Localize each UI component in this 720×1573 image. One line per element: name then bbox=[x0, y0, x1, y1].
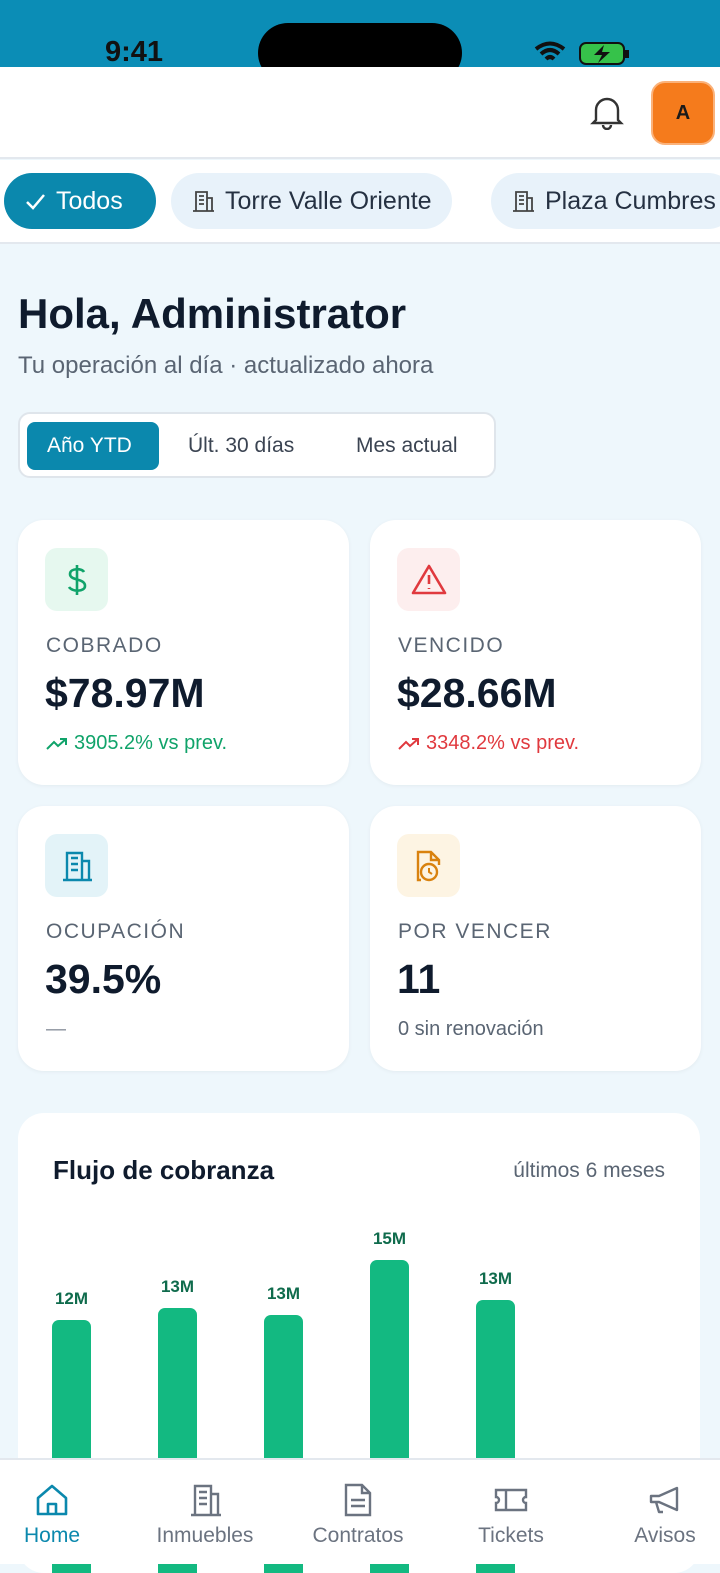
bar-value-label: 15M bbox=[373, 1229, 406, 1248]
bar-value-label: 13M bbox=[267, 1284, 300, 1303]
filter-chip[interactable]: Plaza Cumbres bbox=[491, 173, 720, 229]
filter-bar: Todos Torre Valle Oriente Plaza Cumbres bbox=[0, 160, 720, 244]
check-icon bbox=[26, 194, 45, 210]
kpi-note: 0 sin renovación bbox=[398, 1018, 544, 1041]
filter-label: Todos bbox=[56, 186, 123, 215]
nav-label: Home bbox=[23, 1524, 81, 1547]
kpi-icon bbox=[397, 834, 460, 897]
kpi-icon bbox=[45, 548, 108, 611]
chart-title: Flujo de cobranza bbox=[53, 1155, 275, 1185]
kpi-note: 3905.2% vs prev. bbox=[46, 732, 227, 755]
kpi-label: VENCIDO bbox=[398, 634, 505, 657]
nav-item[interactable]: Inmuebles bbox=[133, 1482, 277, 1548]
kpi-note-text: 0 sin renovación bbox=[398, 1018, 544, 1040]
period-selector: Año YTD Últ. 30 días Mes actual bbox=[18, 412, 496, 478]
period-option[interactable]: Año YTD bbox=[27, 422, 159, 470]
chart-subtitle: últimos 6 meses bbox=[513, 1159, 665, 1182]
building-icon bbox=[193, 191, 214, 212]
bar-value-label: 13M bbox=[479, 1269, 512, 1288]
nav-label: Contratos bbox=[312, 1524, 404, 1547]
kpi-card[interactable]: COBRADO $78.97M 3905.2% vs prev. bbox=[18, 520, 349, 785]
kpi-card[interactable]: OCUPACIÓN 39.5% — bbox=[18, 806, 349, 1071]
kpi-card[interactable]: POR VENCER 11 0 sin renovación bbox=[370, 806, 701, 1071]
nav-label: Tickets bbox=[478, 1524, 544, 1547]
period-option[interactable]: Últ. 30 días bbox=[188, 434, 295, 457]
kpi-icon bbox=[397, 548, 460, 611]
kpi-label: POR VENCER bbox=[398, 920, 552, 943]
kpi-note-text: 3348.2% vs prev. bbox=[426, 732, 580, 754]
nav-item[interactable]: Contratos bbox=[286, 1482, 430, 1548]
kpi-label: OCUPACIÓN bbox=[46, 920, 186, 943]
nav-item[interactable]: Home bbox=[0, 1482, 124, 1548]
building-icon bbox=[513, 191, 534, 212]
kpi-label: COBRADO bbox=[46, 634, 163, 657]
nav-label: Avisos bbox=[634, 1524, 696, 1547]
kpi-note-text: 3905.2% vs prev. bbox=[74, 732, 228, 754]
nav-label: Inmuebles bbox=[156, 1524, 254, 1547]
bar-value-label: 12M bbox=[55, 1289, 88, 1308]
kpi-value: 11 bbox=[397, 956, 441, 1002]
status-icons bbox=[534, 41, 629, 65]
avatar-button[interactable]: A bbox=[651, 81, 715, 145]
notifications-button[interactable] bbox=[588, 94, 626, 130]
kpi-note: — bbox=[46, 1018, 66, 1041]
kpi-icon bbox=[45, 834, 108, 897]
kpi-value: $28.66M bbox=[397, 670, 557, 716]
greeting-title: Hola, Administrator bbox=[18, 290, 407, 337]
nav-item[interactable]: Avisos bbox=[593, 1482, 720, 1548]
bar-value-label: 13M bbox=[161, 1277, 194, 1296]
greeting-subtitle: Tu operación al día · actualizado ahora bbox=[18, 352, 434, 379]
filter-chip[interactable]: Torre Valle Oriente bbox=[171, 173, 452, 229]
kpi-card[interactable]: VENCIDO $28.66M 3348.2% vs prev. bbox=[370, 520, 701, 785]
kpi-value: $78.97M bbox=[45, 670, 205, 716]
kpi-note: 3348.2% vs prev. bbox=[398, 732, 579, 755]
top-bar bbox=[0, 67, 720, 159]
nav-item[interactable]: Tickets bbox=[439, 1482, 583, 1548]
bottom-nav: Home Inmuebles Contratos Tickets Avisos bbox=[0, 1458, 720, 1564]
filter-chip[interactable]: Todos bbox=[4, 173, 156, 229]
filter-label: Torre Valle Oriente bbox=[225, 186, 432, 215]
clock: 9:41 bbox=[105, 36, 164, 68]
period-option[interactable]: Mes actual bbox=[356, 434, 458, 457]
kpi-note-text: — bbox=[46, 1018, 66, 1040]
kpi-value: 39.5% bbox=[45, 956, 162, 1002]
filter-label: Plaza Cumbres bbox=[545, 186, 716, 215]
